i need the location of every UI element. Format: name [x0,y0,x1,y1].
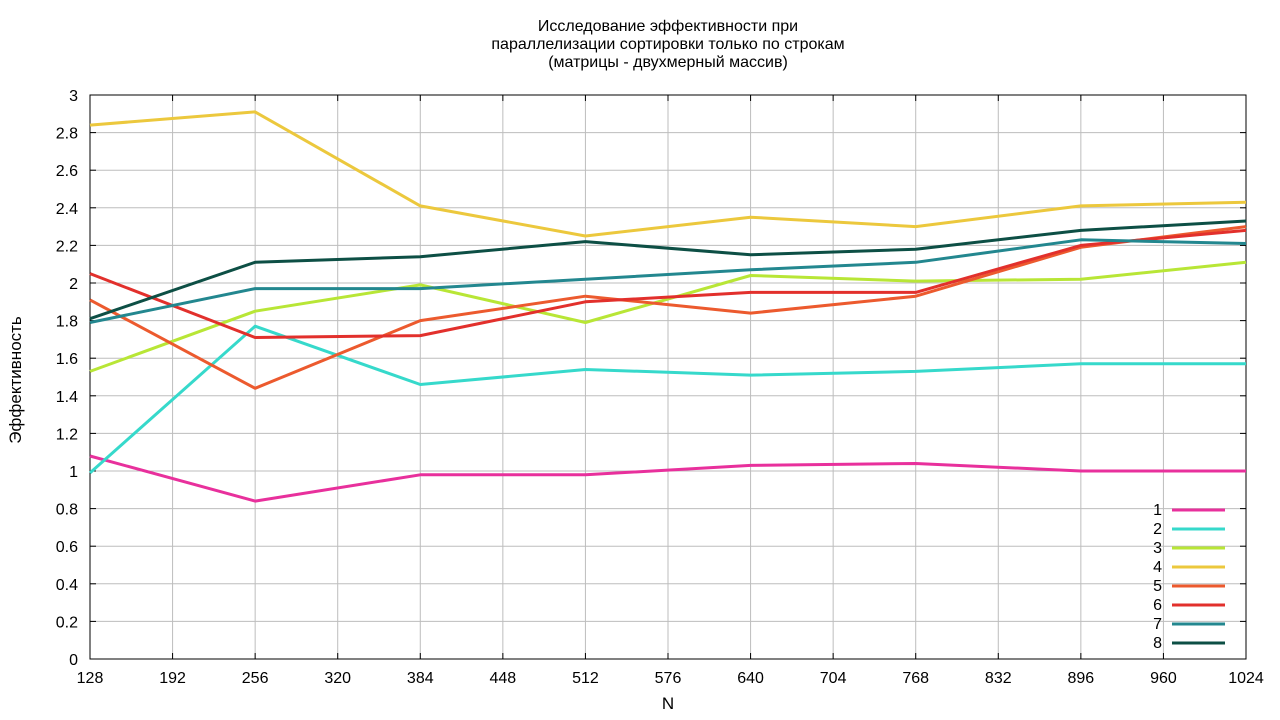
x-tick-label: 192 [159,670,186,687]
x-tick-label: 448 [490,670,517,687]
y-tick-label: 2.4 [56,201,78,218]
series-group [89,110,1247,503]
y-tick-label: 0 [69,652,78,669]
series-line-4 [89,110,1247,238]
y-tick-labels: 0 0.2 0.4 0.6 0.8 1 1.2 1.4 1.6 1.8 2 2.2 2.4 2.6 2.8 3 [56,88,78,669]
x-tick-label: 832 [985,670,1012,687]
series-line-8 [89,219,1247,321]
x-tick-label: 512 [572,670,599,687]
x-tick-labels: 128 192 256 320 384 448 512 576 640 704 768 832 896 9… [77,670,1264,687]
legend-label-8: 8 [1153,635,1162,652]
series-line-1 [89,454,1246,503]
y-tick-label: 1.2 [56,426,78,443]
x-tick-label: 576 [655,670,682,687]
legend-label-5: 5 [1153,578,1162,595]
y-tick-label: 0.4 [56,577,78,594]
x-tick-label: 704 [820,670,847,687]
x-tick-label: 128 [77,670,104,687]
legend-label-6: 6 [1153,597,1162,614]
chart-title-line-1: Исследование эффективности при [537,18,799,35]
y-tick-label: 0.8 [56,502,78,519]
series-line-3 [89,260,1247,373]
chart-title-line-3: (матрицы - двухмерный массив) [548,54,788,71]
y-tick-label: 2.6 [56,163,78,180]
plot-frame [89,94,1247,660]
y-tick-label: 1.6 [56,351,78,368]
x-tick-label: 384 [407,670,434,687]
chart-title: Исследование эффективности при параллели… [0,18,1280,72]
y-tick-label: 2.8 [56,126,78,143]
series-line-5 [89,225,1247,390]
legend-label-1: 1 [1153,502,1162,519]
series-line-7 [89,238,1247,324]
x-tick-label: 320 [324,670,351,687]
y-tick-label: 1.8 [56,314,78,331]
legend: 1 2 3 4 5 6 7 8 [1153,502,1225,652]
series-line-6 [89,228,1247,339]
legend-label-7: 7 [1153,616,1162,633]
x-tick-label: 256 [242,670,269,687]
chart-title-line-2: параллелизации сортировки только по стро… [491,36,845,53]
y-tick-label: 2 [69,276,78,293]
x-tick-label: 896 [1068,670,1095,687]
y-tick-label: 0.6 [56,539,78,556]
x-tick-label: 640 [737,670,764,687]
y-tick-label: 2.2 [56,238,78,255]
legend-label-4: 4 [1153,559,1162,576]
grid [89,94,1247,660]
x-tick-label: 1024 [1228,670,1264,687]
y-tick-label: 1.4 [56,389,78,406]
y-tick-label: 3 [69,88,78,105]
legend-label-2: 2 [1153,521,1162,538]
x-tick-label: 960 [1150,670,1177,687]
x-axis-label: N [661,694,675,713]
legend-label-3: 3 [1153,540,1162,557]
y-tick-label: 0.2 [56,614,78,631]
x-tick-label: 768 [902,670,929,687]
y-tick-label: 1 [69,464,78,481]
